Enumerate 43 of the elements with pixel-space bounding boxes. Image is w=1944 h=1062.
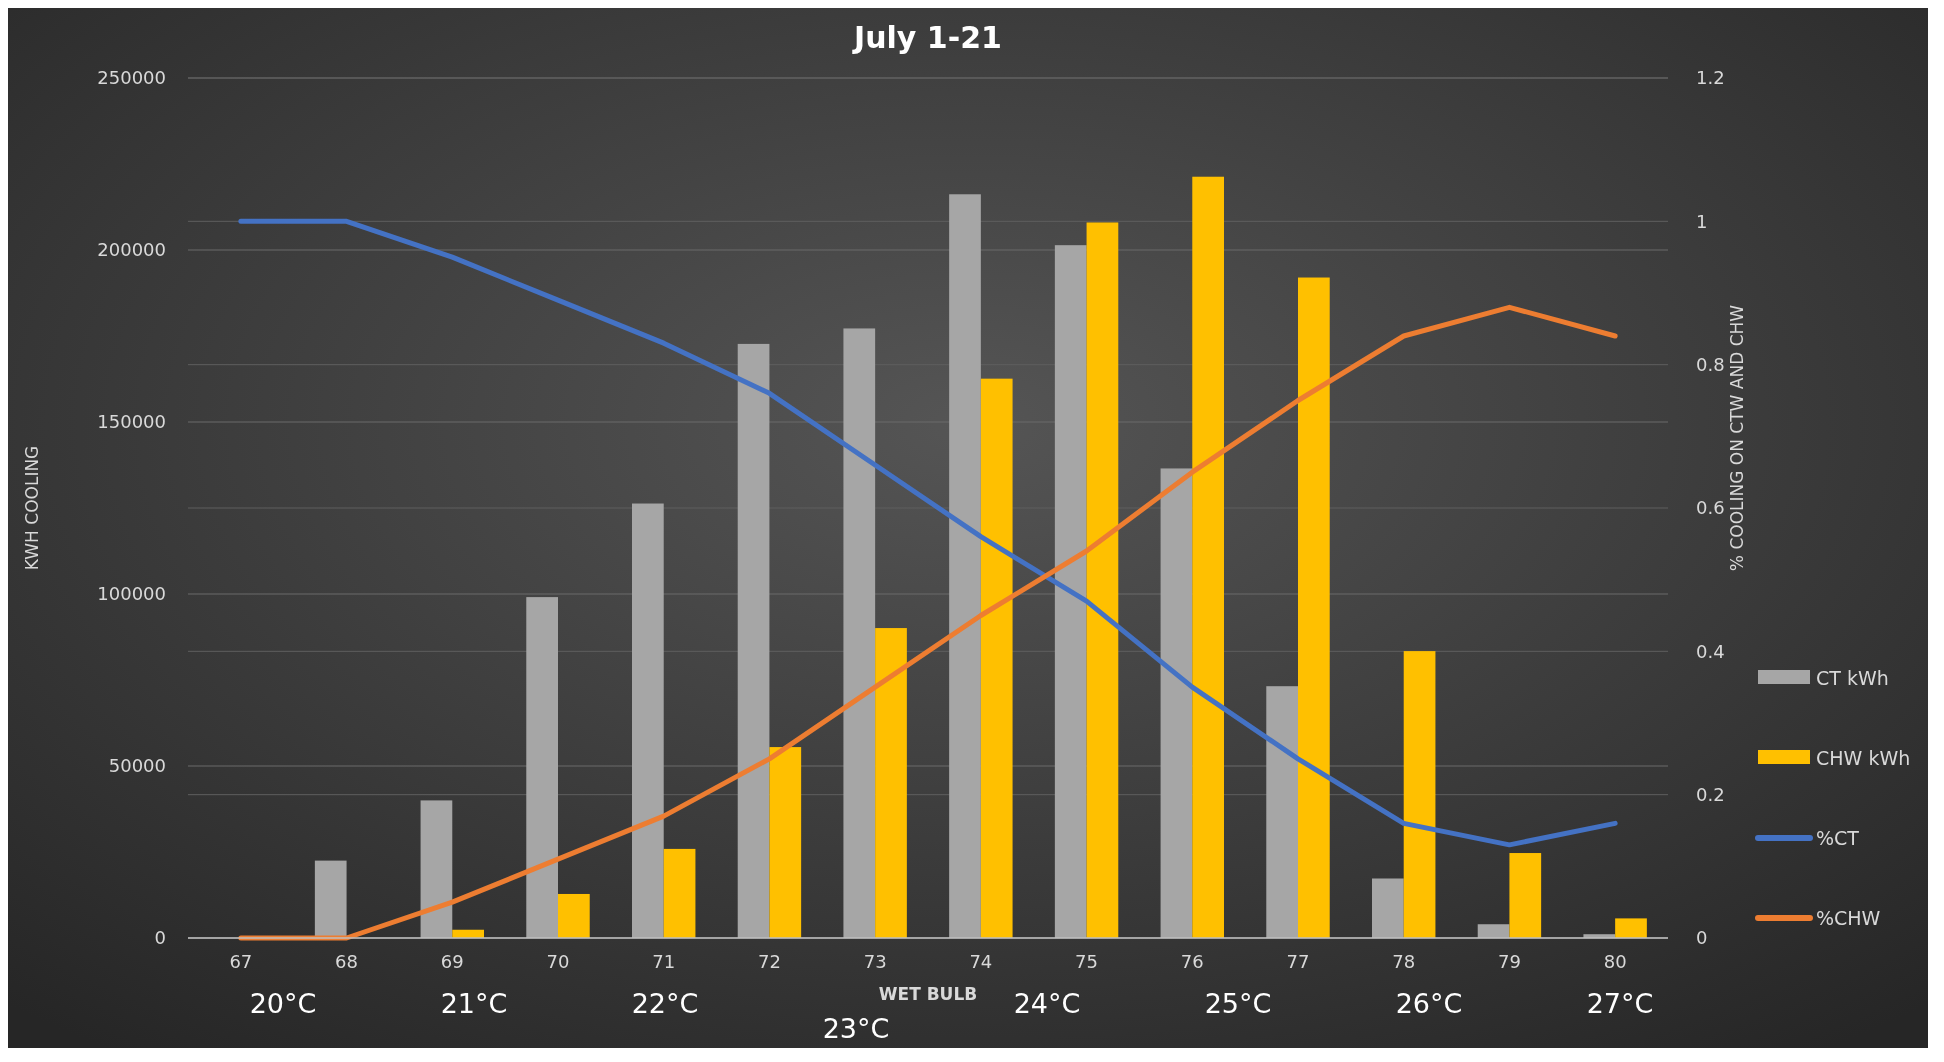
y-tick-label: 250000 [97, 67, 166, 89]
x-tick-label: 77 [1286, 951, 1310, 972]
y2-tick-label: 0 [1696, 927, 1708, 949]
x-tick-label: 75 [1075, 951, 1099, 972]
x-tick-label: 71 [652, 951, 676, 972]
x-tick-label: 79 [1497, 951, 1521, 972]
y2-tick-label: 0.6 [1696, 497, 1725, 519]
y-tick-label: 200000 [97, 239, 166, 261]
legend-label: CHW kWh [1816, 746, 1911, 769]
text: 25°C [1204, 988, 1272, 1019]
text: 26°C [1395, 988, 1463, 1019]
y2-tick-label: 0.4 [1696, 640, 1725, 662]
text: 23°C [822, 1013, 890, 1044]
x-tick-label: 72 [757, 951, 781, 972]
x-tick-label: 74 [969, 951, 993, 972]
y-tick-label: 50000 [108, 755, 166, 777]
x-axis-title: WET BULB [878, 984, 978, 1004]
text: 22°C [631, 988, 699, 1019]
text: 27°C [1586, 988, 1654, 1019]
legend-label: %CHW [1816, 906, 1881, 929]
y2-tick-label: 0.2 [1696, 783, 1725, 805]
x-tick-label: 69 [440, 951, 464, 972]
text: 20°C [249, 988, 317, 1019]
legend-label: CT kWh [1816, 666, 1889, 689]
text: 24°C [1013, 988, 1081, 1019]
x-tick-label: 68 [335, 951, 359, 972]
x-tick-label: 73 [863, 951, 887, 972]
y2-tick-label: 0.8 [1696, 353, 1725, 375]
y-axis-title: KWH COOLING [22, 445, 42, 571]
x-tick-label: 80 [1603, 951, 1627, 972]
x-tick-label: 76 [1180, 951, 1204, 972]
x-tick-label: 78 [1392, 951, 1416, 972]
y-tick-label: 100000 [97, 583, 166, 605]
y2-axis-title: % COOLING ON CTW AND CHW [1727, 304, 1747, 572]
text: 21°C [440, 988, 508, 1019]
chart-title: July 1-21 [852, 20, 1002, 55]
y-tick-label: 0 [154, 927, 166, 949]
y2-tick-label: 1 [1696, 210, 1708, 232]
x-tick-label: 67 [229, 951, 253, 972]
y-tick-label: 150000 [97, 411, 166, 433]
legend-label: %CT [1816, 826, 1860, 849]
y2-tick-label: 1.2 [1696, 67, 1725, 89]
x-tick-label: 70 [546, 951, 570, 972]
